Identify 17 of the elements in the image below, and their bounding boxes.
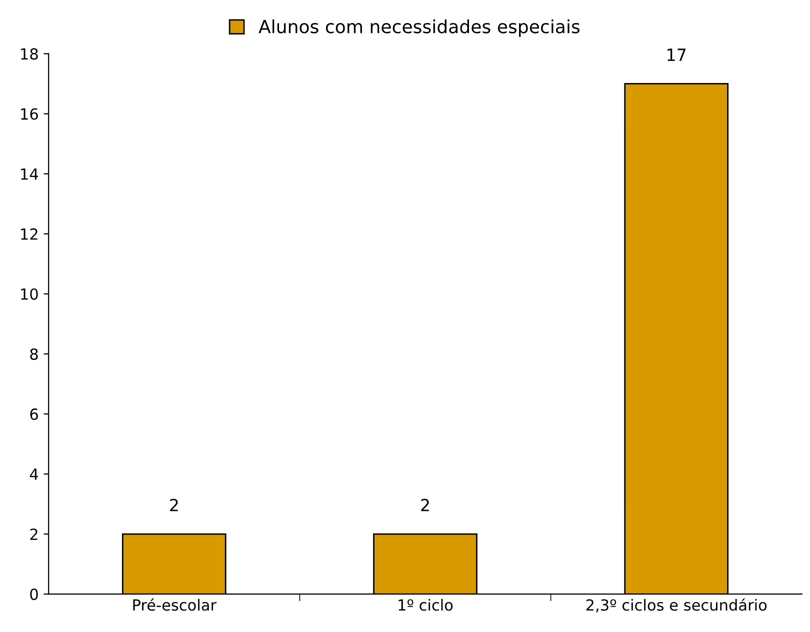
y-tick-label: 2	[30, 528, 38, 540]
data-label: 2	[421, 498, 429, 512]
data-label: 2	[170, 498, 178, 512]
y-tick-label: 12	[21, 228, 38, 240]
x-tick-label: Pré-escolar	[133, 598, 217, 611]
y-tick-label: 0	[30, 588, 38, 600]
y-tick-label: 10	[21, 288, 38, 300]
y-tick-label: 6	[30, 408, 38, 420]
data-label: 17	[668, 48, 686, 61]
legend-label: Alunos com necessidades especiais	[258, 19, 580, 37]
y-tick-label: 16	[21, 108, 38, 120]
y-tick-label: 4	[30, 468, 38, 480]
x-tick-label: 2,3º ciclos e secundário	[586, 598, 767, 612]
y-tick-label: 8	[30, 348, 38, 360]
x-tick-label: 1º ciclo	[398, 598, 453, 611]
y-tick-label: 14	[21, 168, 38, 180]
y-tick-label: 18	[21, 48, 38, 60]
